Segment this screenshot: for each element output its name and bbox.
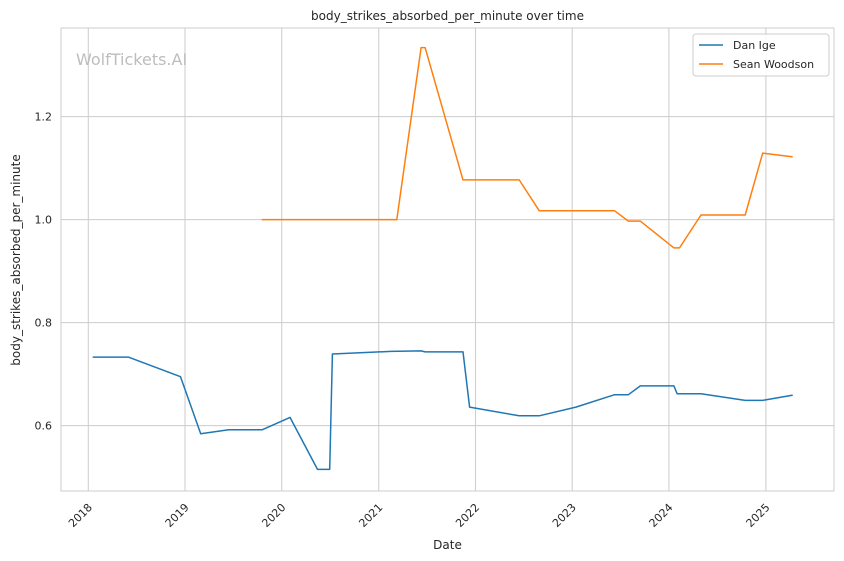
x-axis-label: Date [433,538,462,552]
y-tick-labels: 0.6 0.8 1.0 1.2 [35,111,53,433]
series-line-dan-ige [92,350,793,471]
y-tick-label: 0.6 [35,420,53,433]
y-axis-label: body_strikes_absorbed_per_minute [9,154,23,365]
legend-frame [692,33,830,77]
y-tick-label: 0.8 [35,317,53,330]
legend: Dan Ige Sean Woodson [692,33,830,77]
series-line-sean-woodson [261,46,793,249]
chart-title: body_strikes_absorbed_per_minute over ti… [311,9,584,23]
plot-area [61,28,834,491]
series-lines [92,46,793,471]
y-tick-label: 1.2 [35,111,53,124]
legend-entry-label: Dan Ige [733,39,776,52]
legend-entry-label: Sean Woodson [733,58,814,71]
grid-lines [61,28,834,491]
plot-frame [60,27,835,492]
watermark: WolfTickets.AI [76,50,187,69]
y-tick-label: 1.0 [35,214,53,227]
